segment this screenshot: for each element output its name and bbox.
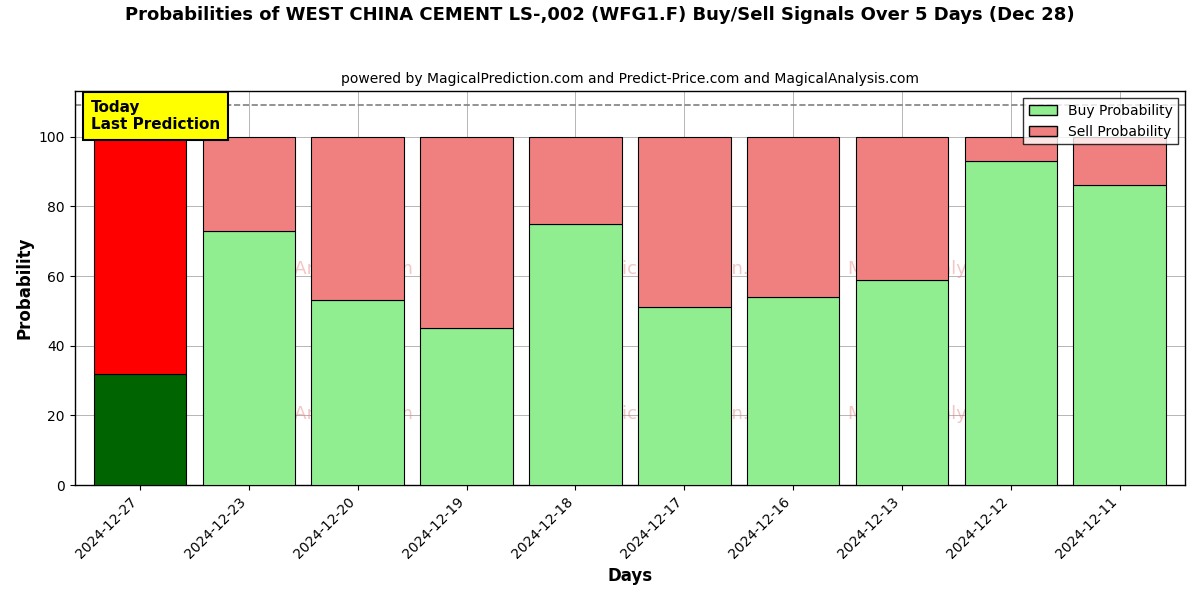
- Bar: [1074, 185, 1166, 485]
- Bar: [746, 297, 839, 485]
- Bar: [638, 307, 731, 485]
- Bar: [203, 231, 295, 485]
- Text: MagicalAnalysis.com: MagicalAnalysis.com: [224, 405, 413, 423]
- Bar: [529, 137, 622, 224]
- Bar: [94, 137, 186, 374]
- Bar: [856, 280, 948, 485]
- Bar: [529, 224, 622, 485]
- Y-axis label: Probability: Probability: [16, 237, 34, 340]
- Bar: [965, 161, 1057, 485]
- Text: MagicalPrediction.com: MagicalPrediction.com: [584, 405, 787, 423]
- Bar: [965, 137, 1057, 161]
- Legend: Buy Probability, Sell Probability: Buy Probability, Sell Probability: [1024, 98, 1178, 145]
- Text: Today
Last Prediction: Today Last Prediction: [91, 100, 221, 133]
- Text: MagicalAnalysis.com: MagicalAnalysis.com: [224, 260, 413, 278]
- Bar: [203, 137, 295, 231]
- Title: powered by MagicalPrediction.com and Predict-Price.com and MagicalAnalysis.com: powered by MagicalPrediction.com and Pre…: [341, 72, 919, 86]
- Bar: [746, 137, 839, 297]
- Bar: [312, 137, 404, 301]
- Bar: [94, 374, 186, 485]
- Bar: [856, 137, 948, 280]
- X-axis label: Days: Days: [607, 567, 653, 585]
- Text: Probabilities of WEST CHINA CEMENT LS-,002 (WFG1.F) Buy/Sell Signals Over 5 Days: Probabilities of WEST CHINA CEMENT LS-,0…: [125, 6, 1075, 24]
- Bar: [638, 137, 731, 307]
- Text: MagicalAnalysis.com: MagicalAnalysis.com: [847, 260, 1034, 278]
- Text: MagicalAnalysis.com: MagicalAnalysis.com: [847, 405, 1034, 423]
- Bar: [420, 328, 512, 485]
- Text: MagicalPrediction.com: MagicalPrediction.com: [584, 260, 787, 278]
- Bar: [1074, 137, 1166, 185]
- Bar: [420, 137, 512, 328]
- Bar: [312, 301, 404, 485]
